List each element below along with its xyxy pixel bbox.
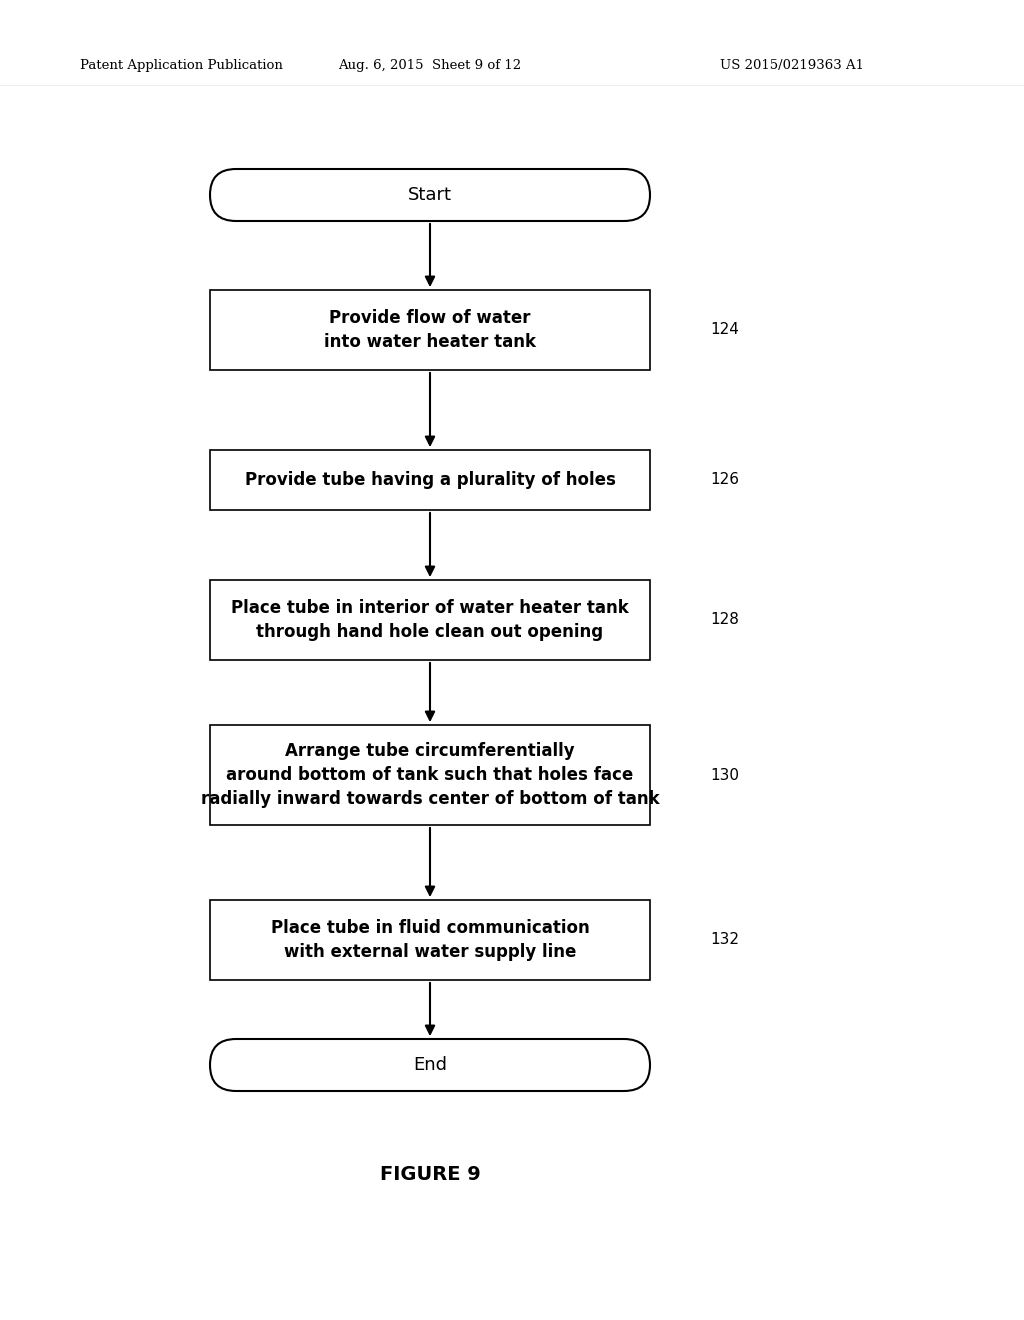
FancyBboxPatch shape — [210, 900, 650, 979]
Text: FIGURE 9: FIGURE 9 — [380, 1166, 480, 1184]
Text: US 2015/0219363 A1: US 2015/0219363 A1 — [720, 58, 864, 71]
Text: Provide flow of water
into water heater tank: Provide flow of water into water heater … — [324, 309, 536, 351]
Text: Patent Application Publication: Patent Application Publication — [80, 58, 283, 71]
Text: 126: 126 — [710, 473, 739, 487]
FancyBboxPatch shape — [210, 579, 650, 660]
Text: Place tube in fluid communication
with external water supply line: Place tube in fluid communication with e… — [270, 919, 590, 961]
Text: End: End — [413, 1056, 447, 1074]
Text: 130: 130 — [710, 767, 739, 783]
Text: Provide tube having a plurality of holes: Provide tube having a plurality of holes — [245, 471, 615, 488]
Text: Arrange tube circumferentially
around bottom of tank such that holes face
radial: Arrange tube circumferentially around bo… — [201, 742, 659, 808]
Text: 132: 132 — [710, 932, 739, 948]
Text: 128: 128 — [710, 612, 739, 627]
FancyBboxPatch shape — [210, 169, 650, 220]
FancyBboxPatch shape — [210, 290, 650, 370]
Text: Aug. 6, 2015  Sheet 9 of 12: Aug. 6, 2015 Sheet 9 of 12 — [339, 58, 521, 71]
FancyBboxPatch shape — [210, 450, 650, 510]
Text: 124: 124 — [710, 322, 739, 338]
Text: Place tube in interior of water heater tank
through hand hole clean out opening: Place tube in interior of water heater t… — [231, 599, 629, 640]
FancyBboxPatch shape — [210, 1039, 650, 1092]
Text: Start: Start — [408, 186, 452, 205]
FancyBboxPatch shape — [210, 725, 650, 825]
